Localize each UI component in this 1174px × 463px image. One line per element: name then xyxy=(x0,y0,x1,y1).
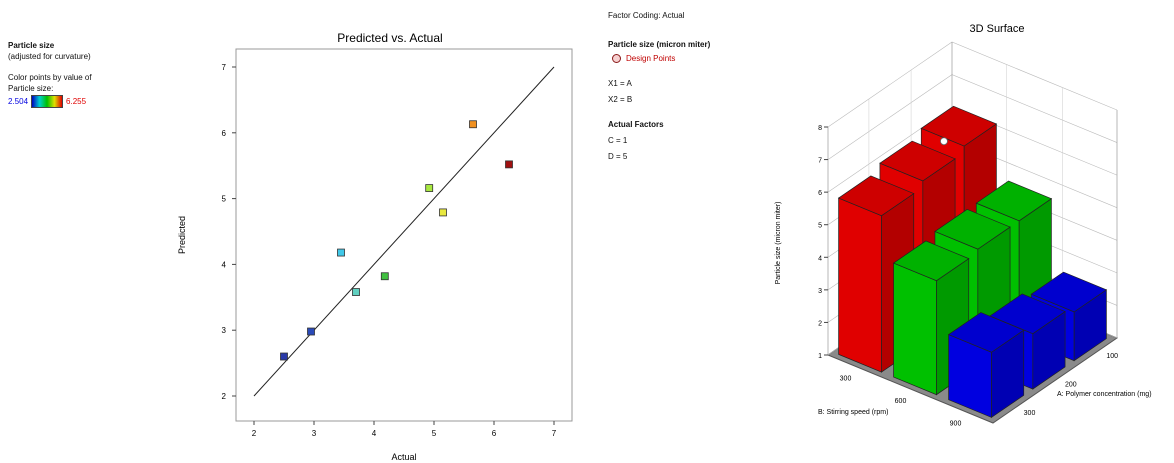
bar-top-face xyxy=(920,105,998,147)
y-tick-label: 4 xyxy=(222,260,227,269)
bar-top-face xyxy=(1030,271,1108,313)
z-tick-label: 7 xyxy=(818,158,822,165)
bar-top-face xyxy=(934,208,1011,250)
bar-top-face xyxy=(975,180,1053,222)
bar-top-face xyxy=(837,175,915,217)
reference-line xyxy=(253,66,555,397)
factor-coding: Factor Coding: Actual xyxy=(608,11,685,20)
actual-factor-d: D = 5 xyxy=(608,152,628,161)
y-tick-label: 2 xyxy=(222,392,227,401)
z-tick-label: 8 xyxy=(818,125,822,132)
surface-bar xyxy=(947,312,1025,419)
scatter-y-axis-label: Predicted xyxy=(177,216,187,254)
scatter-point xyxy=(425,184,434,192)
x-tick-label: 6 xyxy=(492,429,497,438)
scatter-point xyxy=(439,208,447,217)
b-tick-label: 900 xyxy=(950,421,962,428)
response-name: Particle size xyxy=(8,41,55,50)
bar-top-face xyxy=(879,140,956,182)
surface-b-axis-label: B: Stirring speed (rpm) xyxy=(818,409,888,416)
a-tick-label: 100 xyxy=(1106,353,1118,360)
color-by-text-2: Particle size: xyxy=(8,84,54,93)
actual-factors-title: Actual Factors xyxy=(608,120,664,129)
gradient-max-label: 6.255 xyxy=(66,97,87,106)
color-legend: Particle size (adjusted for curvature) C… xyxy=(8,40,138,108)
x-tick-label: 4 xyxy=(372,429,377,438)
x-tick-label: 3 xyxy=(312,429,317,438)
gradient-row: 2.504 6.255 xyxy=(8,95,138,108)
design-points-label: Design Points xyxy=(626,54,676,63)
b-tick-label: 300 xyxy=(840,375,852,382)
design-point-marker-icon xyxy=(612,54,621,63)
y-tick-label: 5 xyxy=(222,195,227,204)
surface-title: 3D Surface xyxy=(969,23,1024,35)
y-tick-label: 3 xyxy=(222,326,227,335)
scatter-point xyxy=(505,160,513,169)
scatter-point xyxy=(280,352,288,361)
bar-top-face xyxy=(947,312,1025,353)
scatter-x-axis-label: Actual xyxy=(391,452,416,462)
b-tick-label: 600 xyxy=(895,398,907,405)
z-tick-label: 3 xyxy=(818,288,822,295)
surface-z-axis-label: Particle size (micron miter) xyxy=(775,202,782,285)
x-tick-label: 2 xyxy=(252,429,257,438)
z-tick-label: 6 xyxy=(818,190,822,197)
scatter-point xyxy=(380,272,389,281)
scatter-title: Predicted vs. Actual xyxy=(337,31,442,45)
y-tick-label: 6 xyxy=(222,129,227,138)
z-tick-label: 5 xyxy=(818,223,822,230)
x-tick-label: 7 xyxy=(552,429,557,438)
bar-top-face xyxy=(892,240,970,282)
y-tick-label: 7 xyxy=(222,63,227,72)
scatter-point xyxy=(469,120,477,129)
a-tick-label: 200 xyxy=(1065,382,1077,389)
3d-surface-chart: 3D Surface 1 2 3 4 5 6 7 8 300 600 900 300 200 100 P… xyxy=(775,23,1152,428)
design-point xyxy=(940,137,948,146)
scatter-plot-area xyxy=(235,48,573,422)
factor-x2: X2 = B xyxy=(608,95,633,104)
surface-a-axis-label: A: Polymer concentration (mg) xyxy=(1057,391,1152,398)
bar-front-face xyxy=(893,262,937,396)
response-note: (adjusted for curvature) xyxy=(8,52,91,61)
gradient-min-label: 2.504 xyxy=(8,97,29,106)
z-tick-label: 1 xyxy=(818,353,822,360)
design-points-row: Design Points xyxy=(612,53,778,64)
actual-factor-c: C = 1 xyxy=(608,136,628,145)
response-title: Particle size (micron miter) xyxy=(608,40,711,49)
gradient-bar xyxy=(31,95,64,108)
scatter-point xyxy=(352,288,360,296)
z-tick-label: 4 xyxy=(818,255,822,262)
a-tick-label: 300 xyxy=(1024,410,1036,417)
factor-x1: X1 = A xyxy=(608,79,632,88)
scatter-point xyxy=(337,248,345,257)
x-tick-label: 5 xyxy=(432,429,437,438)
bar-front-face xyxy=(838,197,882,373)
factor-legend: Factor Coding: Actual Particle size (mic… xyxy=(608,10,778,162)
predicted-vs-actual-chart: Predicted vs. Actual 2 3 4 5 6 7 2 3 4 5 6 7 Actua… xyxy=(177,31,573,462)
scatter-point xyxy=(307,327,315,336)
z-tick-label: 2 xyxy=(818,320,822,327)
color-by-text: Color points by value of xyxy=(8,73,92,82)
